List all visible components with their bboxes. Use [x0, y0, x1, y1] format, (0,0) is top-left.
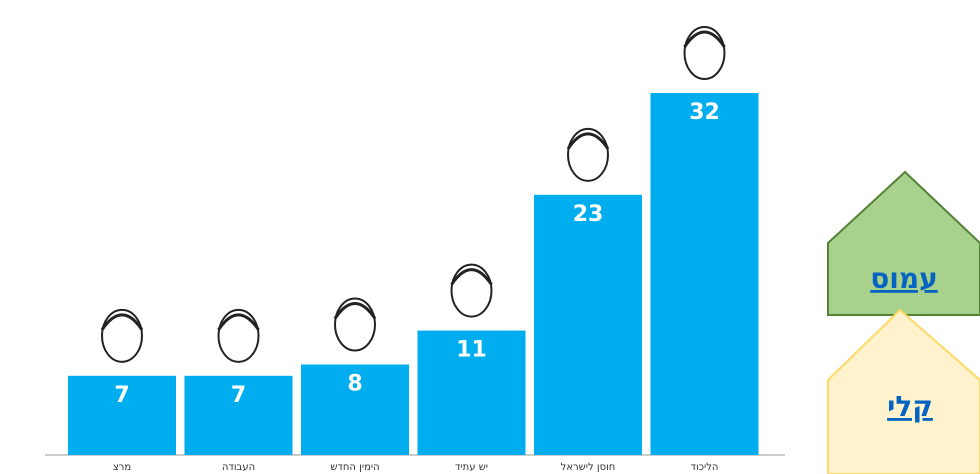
value-label: 7 [114, 383, 129, 408]
face-illustration [219, 310, 259, 362]
button-kelly[interactable]: קלי [828, 310, 980, 474]
value-label: 32 [689, 100, 720, 125]
button-label[interactable]: עמוס [870, 262, 938, 295]
face-illustration [452, 265, 492, 317]
screen: 7 מרצ 7 העבודה 8 הימין החדש 11 יש עתיד 23 חוסן לי… [0, 0, 980, 474]
value-label: 11 [456, 338, 487, 363]
category-label: העבודה [222, 462, 255, 473]
chart: 7 מרצ 7 העבודה 8 הימין החדש 11 יש עתיד 23 חוסן לי… [45, 27, 785, 473]
value-label: 8 [347, 372, 362, 397]
face-illustration [335, 299, 375, 351]
value-label: 23 [573, 202, 604, 227]
category-label: הימין החדש [330, 462, 379, 473]
button-label[interactable]: קלי [887, 390, 933, 423]
category-label: הליכוד [691, 462, 719, 473]
button-amos[interactable]: עמוס [828, 172, 980, 315]
face-illustration [685, 27, 725, 79]
category-label: יש עתיד [455, 462, 488, 473]
face-illustration [568, 129, 608, 181]
category-label: חוסן לישראל [561, 462, 616, 473]
category-label: מרצ [113, 462, 131, 473]
bar [651, 93, 759, 455]
bar [534, 195, 642, 455]
face-illustration [102, 310, 142, 362]
page: 7 מרצ 7 העבודה 8 הימין החדש 11 יש עתיד 23 חוסן לי… [0, 0, 980, 474]
value-label: 7 [231, 383, 246, 408]
